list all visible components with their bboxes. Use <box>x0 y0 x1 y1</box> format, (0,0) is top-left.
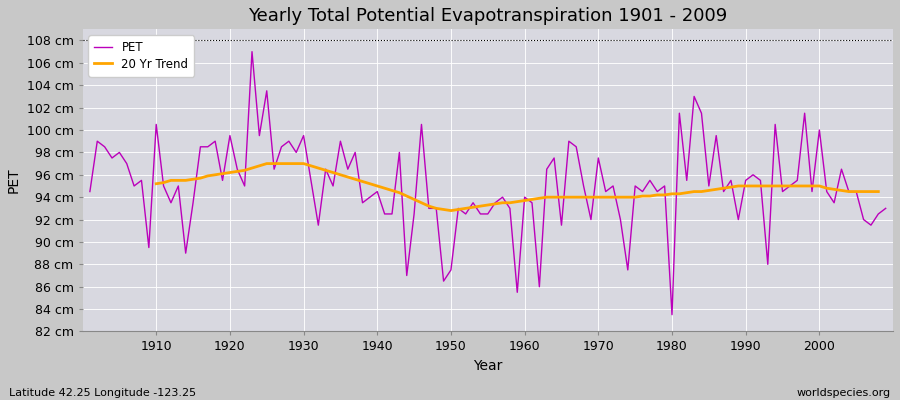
PET <box>667 312 678 317</box>
PET <box>85 189 95 194</box>
20 Yr Trend <box>328 170 338 175</box>
20 Yr Trend <box>446 208 456 213</box>
Text: worldspecies.org: worldspecies.org <box>796 388 891 398</box>
20 Yr Trend <box>151 181 162 186</box>
Legend: PET, 20 Yr Trend: PET, 20 Yr Trend <box>88 35 194 76</box>
PET <box>526 200 537 205</box>
Line: PET: PET <box>90 52 886 315</box>
Title: Yearly Total Potential Evapotranspiration 1901 - 2009: Yearly Total Potential Evapotranspiratio… <box>248 7 727 25</box>
20 Yr Trend <box>350 177 361 182</box>
PET <box>313 223 324 228</box>
Y-axis label: PET: PET <box>7 168 21 193</box>
20 Yr Trend <box>549 195 560 200</box>
PET <box>519 195 530 200</box>
20 Yr Trend <box>733 184 743 188</box>
X-axis label: Year: Year <box>473 359 502 373</box>
PET <box>615 217 626 222</box>
PET <box>143 245 154 250</box>
20 Yr Trend <box>873 189 884 194</box>
20 Yr Trend <box>526 197 537 202</box>
PET <box>880 206 891 211</box>
20 Yr Trend <box>261 161 272 166</box>
PET <box>357 200 368 205</box>
Text: Latitude 42.25 Longitude -123.25: Latitude 42.25 Longitude -123.25 <box>9 388 196 398</box>
PET <box>247 49 257 54</box>
20 Yr Trend <box>379 186 390 191</box>
Line: 20 Yr Trend: 20 Yr Trend <box>157 164 878 210</box>
